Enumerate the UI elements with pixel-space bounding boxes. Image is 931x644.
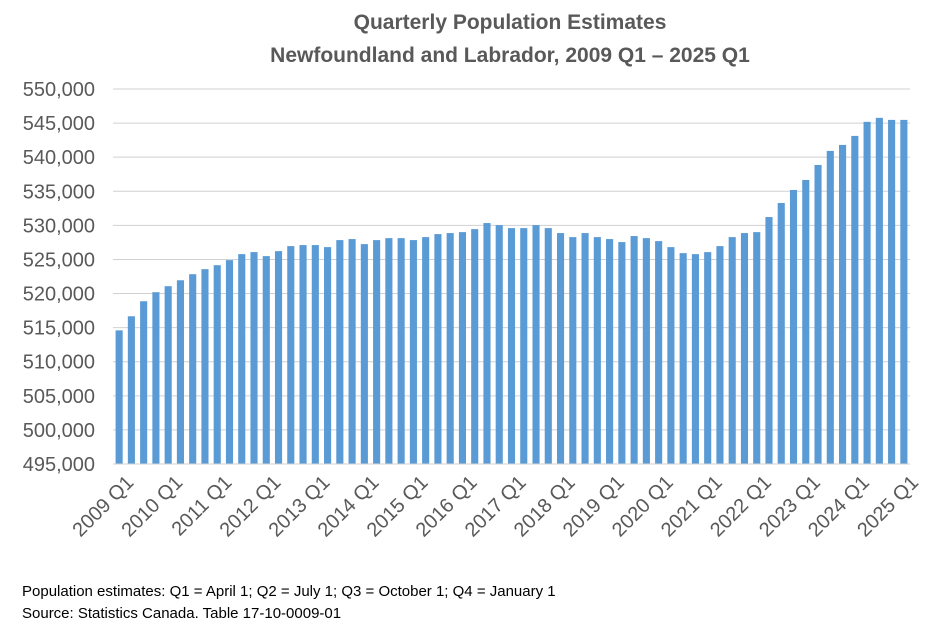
bar [691,254,699,464]
y-tick-label: 545,000 [23,113,95,135]
bar [434,234,442,464]
bar [839,144,847,464]
bar [851,135,859,464]
bar [373,240,381,464]
bar [802,179,810,465]
bar [274,251,283,464]
bar [164,286,172,464]
bar [532,225,540,464]
bar [642,238,650,464]
bar [507,228,516,464]
bar [360,244,368,464]
bar [311,245,319,464]
bar [789,189,798,464]
bar [704,252,712,464]
bar [409,240,417,464]
bar [593,237,601,464]
bar [679,253,687,464]
bar [152,292,160,464]
bar [176,280,184,464]
bar [630,236,638,464]
bar [520,228,528,464]
bar [422,237,430,464]
bar [213,265,221,464]
bar [471,229,479,464]
bar [201,269,209,464]
bar [446,233,454,464]
y-tick-label: 515,000 [23,318,95,340]
y-tick-label: 550,000 [23,79,95,101]
bar [618,242,626,464]
bar [238,254,246,464]
bar [863,121,871,464]
bar [900,119,908,465]
y-tick-label: 520,000 [23,284,95,306]
footnote-quarter-definitions: Population estimates: Q1 = April 1; Q2 =… [22,583,556,600]
bar [728,237,736,464]
bar [716,246,724,464]
bar [826,150,834,464]
bar [740,233,749,464]
bar [667,247,675,464]
chart-subtitle: Newfoundland and Labrador, 2009 Q1 – 202… [270,44,750,67]
bar [888,119,896,465]
y-tick-label: 525,000 [23,249,95,271]
y-tick-label: 510,000 [23,352,95,374]
bar [765,217,773,464]
bar [495,225,503,464]
footnote-source: Source: Statistics Canada. Table 17-10-0… [22,605,342,622]
bar [299,245,307,464]
bar [250,252,258,464]
y-tick-label: 535,000 [23,181,95,203]
chart-title: Quarterly Population Estimates [353,11,667,34]
bar [115,330,123,464]
bar [556,233,565,464]
y-tick-label: 530,000 [23,215,95,237]
bar [225,260,234,464]
bar [127,316,135,464]
bar [189,274,197,464]
y-tick-label: 540,000 [23,147,95,169]
y-tick-label: 505,000 [23,386,95,408]
bar [287,246,295,464]
bar [753,232,761,464]
bar [655,241,663,464]
bar [458,232,467,464]
y-tick-label: 500,000 [23,420,95,442]
bar [140,301,148,464]
bar [324,247,332,464]
bar [544,228,552,464]
bar [336,240,344,464]
bar [777,203,785,464]
bar [262,256,270,464]
bar [875,117,883,464]
y-tick-label: 495,000 [23,454,95,476]
bar [483,223,491,464]
bar [569,237,577,464]
bar [397,238,405,464]
bar [606,239,614,464]
bar [348,239,356,464]
bar [581,233,589,464]
bar [385,238,393,464]
bar [814,164,822,465]
